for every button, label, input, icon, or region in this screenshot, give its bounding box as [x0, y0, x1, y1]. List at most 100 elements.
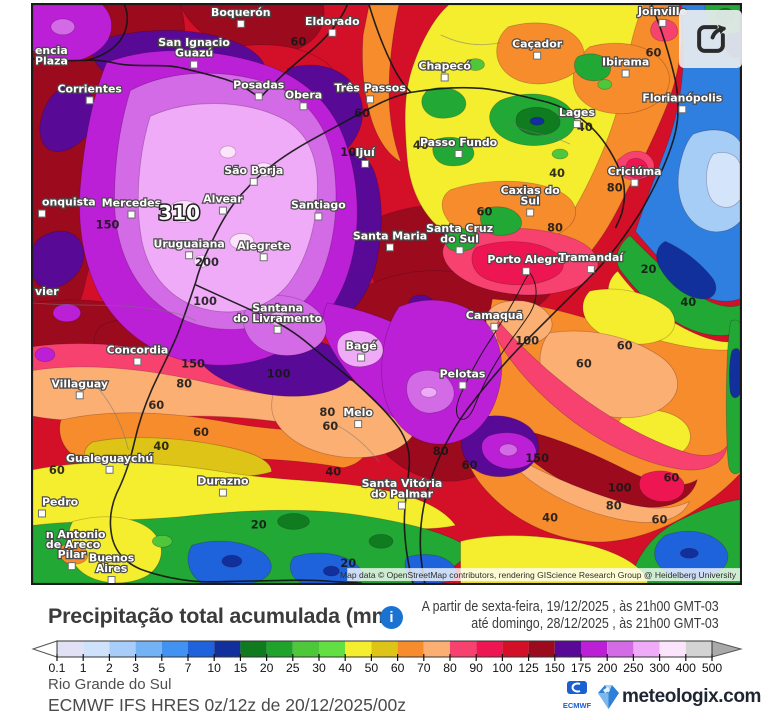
- city-marker[interactable]: [105, 465, 114, 474]
- city-marker[interactable]: [127, 210, 136, 219]
- city-marker[interactable]: [218, 488, 227, 497]
- city-marker[interactable]: [455, 246, 464, 255]
- legend-tick-label: 25: [286, 661, 300, 675]
- city-marker[interactable]: [357, 353, 366, 362]
- contour-label: 60: [617, 339, 633, 353]
- legend-segment: [581, 641, 608, 657]
- city-marker[interactable]: [85, 96, 94, 105]
- contour-label: 40: [549, 166, 565, 180]
- legend-tick-label: 80: [443, 661, 457, 675]
- city-label: Camaquã: [466, 309, 523, 322]
- city-marker[interactable]: [440, 73, 449, 82]
- legend-tick-label: 30: [312, 661, 326, 675]
- city-marker[interactable]: [254, 92, 263, 101]
- legend-segment: [214, 641, 241, 657]
- city-marker[interactable]: [218, 206, 227, 215]
- city-marker[interactable]: [454, 149, 463, 158]
- info-icon[interactable]: i: [380, 606, 403, 629]
- contour-label: 200: [195, 255, 219, 269]
- legend-arrow-right: [711, 640, 743, 658]
- city-marker[interactable]: [67, 562, 76, 571]
- contour-label: 60: [193, 425, 209, 439]
- brand-name[interactable]: meteologix.com: [622, 686, 762, 707]
- legend-segment: [345, 641, 372, 657]
- city-label: do Livramento: [233, 312, 323, 325]
- contour-label: 60: [148, 398, 164, 412]
- share-button[interactable]: [679, 10, 742, 68]
- legend-segment: [319, 641, 346, 657]
- city-label: Porto Alegre: [487, 253, 565, 266]
- legend-tick-label: 100: [492, 661, 513, 675]
- city-marker[interactable]: [185, 251, 194, 260]
- city-marker[interactable]: [37, 209, 46, 218]
- city-marker[interactable]: [133, 357, 142, 366]
- legend-segment: [109, 641, 136, 657]
- city-label: Melo: [343, 406, 373, 419]
- city-marker[interactable]: [107, 576, 116, 583]
- legend-tick-label: 1: [80, 661, 87, 675]
- contour-label: 100: [515, 334, 539, 348]
- city-label: Posadas: [233, 78, 284, 91]
- city-marker[interactable]: [621, 69, 630, 78]
- contour-label: 100: [608, 481, 632, 495]
- city-marker[interactable]: [586, 265, 595, 274]
- city-marker[interactable]: [273, 325, 282, 334]
- city-label: Plaza: [35, 55, 68, 68]
- city-marker[interactable]: [236, 19, 245, 28]
- legend-segment: [371, 641, 398, 657]
- contour-label: 100: [193, 294, 217, 308]
- city-marker[interactable]: [259, 253, 268, 262]
- city-label: Gualeguaychú: [66, 452, 153, 465]
- contour-label: 20: [641, 262, 657, 276]
- legend-tick-label: 70: [417, 661, 431, 675]
- legend-tick-label: 2: [106, 661, 113, 675]
- city-marker[interactable]: [386, 243, 394, 252]
- city-marker[interactable]: [533, 51, 542, 60]
- city-marker[interactable]: [299, 102, 308, 111]
- city-label: Caxias do: [501, 184, 561, 197]
- admin-borders: [33, 34, 571, 463]
- legend-segment: [240, 641, 267, 657]
- city-marker[interactable]: [490, 322, 499, 331]
- city-label: Eldorado: [305, 15, 360, 28]
- legend-segment: [633, 641, 660, 657]
- city-marker[interactable]: [328, 28, 337, 37]
- city-label: Concordia: [107, 344, 169, 357]
- forecast-period: A partir de sexta-feira, 19/12/2025 , às…: [422, 599, 719, 632]
- city-label: Alegrete: [237, 239, 290, 252]
- city-marker[interactable]: [522, 267, 531, 276]
- region-label: Rio Grande do Sul: [48, 676, 172, 693]
- city-marker[interactable]: [190, 60, 199, 69]
- city-marker[interactable]: [354, 420, 363, 429]
- forecast-end: até domingo, 28/12/2025 , às 21h00 GMT-0…: [471, 615, 719, 632]
- contour-label: 80: [319, 405, 335, 419]
- city-marker[interactable]: [314, 212, 323, 221]
- city-marker[interactable]: [678, 105, 687, 114]
- city-marker[interactable]: [630, 178, 639, 187]
- city-label: Corrientes: [57, 82, 121, 95]
- city-label: Buenos: [89, 552, 134, 565]
- city-label: Aires: [96, 562, 128, 575]
- contour-label: 40: [325, 465, 341, 479]
- city-marker[interactable]: [526, 208, 535, 217]
- contour-label: 80: [176, 376, 192, 390]
- city-label: Santana: [252, 301, 303, 314]
- legend-tick-label: 0.1: [49, 661, 66, 675]
- city-marker[interactable]: [572, 120, 581, 129]
- share-icon: [696, 24, 726, 53]
- legend-segment: [188, 641, 215, 657]
- city-marker[interactable]: [75, 391, 84, 400]
- city-marker[interactable]: [397, 501, 406, 510]
- city-marker[interactable]: [361, 159, 370, 168]
- precipitation-map[interactable]: 60 60 100 200 150 40 40 40 60 80 80 60 20 80 60 60 40 100…: [31, 3, 742, 585]
- city-marker[interactable]: [249, 177, 258, 186]
- contour-label: 60: [354, 106, 370, 120]
- city-label: Pelotas: [440, 367, 486, 380]
- brand-block: ECMWF meteologix.com: [560, 678, 776, 714]
- city-label: Boquerón: [211, 6, 271, 19]
- city-marker[interactable]: [658, 18, 667, 27]
- legend-tick-label: 175: [571, 661, 592, 675]
- city-marker[interactable]: [37, 509, 46, 518]
- city-marker[interactable]: [458, 381, 467, 390]
- city-marker[interactable]: [366, 95, 375, 104]
